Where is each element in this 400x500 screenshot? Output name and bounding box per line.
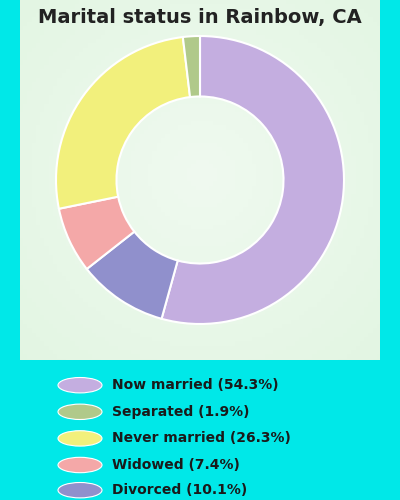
Wedge shape <box>162 36 344 324</box>
Text: Never married (26.3%): Never married (26.3%) <box>112 432 291 446</box>
Circle shape <box>58 430 102 446</box>
Circle shape <box>58 404 102 419</box>
Wedge shape <box>87 232 178 319</box>
Text: Widowed (7.4%): Widowed (7.4%) <box>112 458 240 472</box>
Circle shape <box>58 378 102 393</box>
Wedge shape <box>183 36 200 97</box>
Text: Marital status in Rainbow, CA: Marital status in Rainbow, CA <box>38 8 362 26</box>
Text: Separated (1.9%): Separated (1.9%) <box>112 405 250 419</box>
Wedge shape <box>56 37 190 209</box>
Circle shape <box>58 458 102 472</box>
Text: Now married (54.3%): Now married (54.3%) <box>112 378 279 392</box>
Text: Divorced (10.1%): Divorced (10.1%) <box>112 483 247 497</box>
Circle shape <box>58 482 102 498</box>
Wedge shape <box>59 196 134 269</box>
